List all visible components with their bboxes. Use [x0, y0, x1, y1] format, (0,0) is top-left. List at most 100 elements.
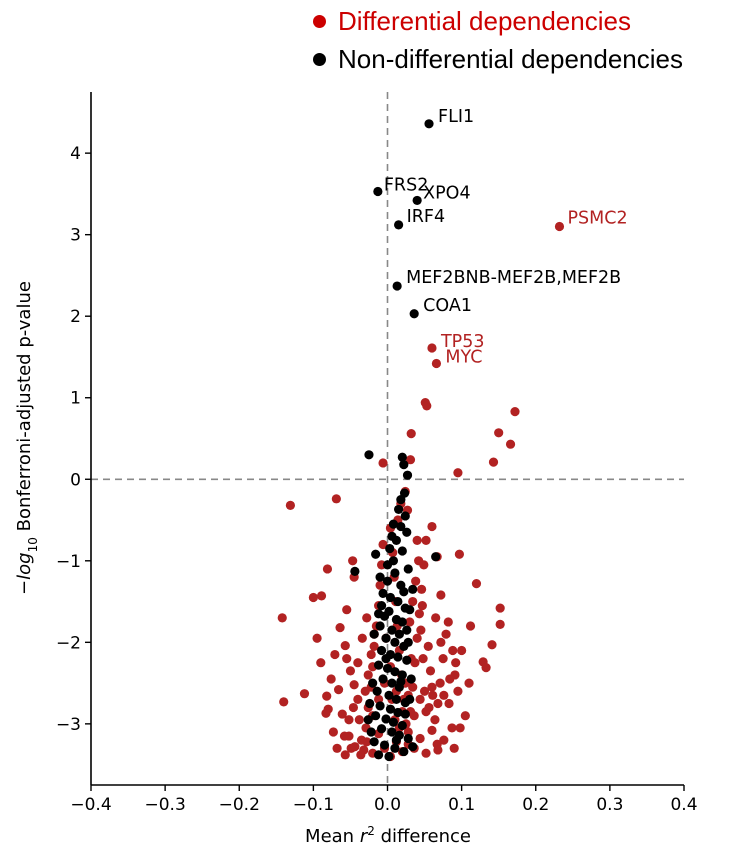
non-differential-point — [390, 637, 400, 647]
non-differential-point — [385, 704, 396, 714]
x-axis-label: Mean r2 difference — [305, 824, 471, 847]
differential-point — [348, 702, 359, 713]
differential-point — [428, 690, 438, 700]
legend-marker-non-differential — [313, 52, 326, 66]
labeled-point-fli1 — [424, 119, 434, 129]
legend-label-differential: Differential dependencies — [338, 5, 631, 36]
differential-point — [331, 494, 341, 504]
differential-point — [435, 678, 445, 688]
y-axis-ticks: −3 −2 −1 0 1 2 3 4 — [56, 144, 91, 735]
differential-point — [342, 654, 352, 664]
differential-point — [345, 666, 356, 676]
differential-point — [444, 698, 454, 709]
x-tick-label: 0.2 — [522, 795, 549, 815]
non-differential-point — [402, 527, 412, 537]
non-differential-point — [402, 655, 412, 665]
differential-point — [457, 645, 467, 656]
non-differential-point — [385, 592, 396, 603]
non-differential-point — [405, 605, 415, 615]
differential-point — [416, 625, 426, 635]
differential-point — [453, 686, 463, 696]
non-differential-point — [393, 596, 403, 607]
non-differential-point — [384, 751, 394, 762]
differential-point — [433, 745, 443, 755]
non-differential-point — [381, 714, 391, 724]
differential-point — [421, 535, 431, 546]
differential-point — [436, 590, 446, 600]
differential-point — [362, 737, 372, 747]
non-differential-point — [385, 543, 395, 554]
non-differential-point — [376, 645, 387, 656]
differential-point — [339, 731, 350, 741]
x-tick-label: 0.0 — [374, 795, 401, 815]
y-axis-label: −log10 Bonferroni-adjusted p-value — [14, 281, 40, 595]
differential-point — [405, 455, 416, 465]
differential-point — [332, 743, 342, 753]
differential-point — [464, 678, 474, 688]
differential-point — [421, 748, 431, 758]
y-tick-label: 3 — [70, 226, 81, 246]
differential-point — [353, 658, 363, 668]
differential-point — [460, 711, 470, 721]
non-differential-point — [408, 742, 418, 752]
differential-point — [285, 500, 295, 510]
non-differential-point — [387, 625, 397, 635]
non-differential-point — [376, 724, 387, 734]
non-differential-point — [403, 564, 413, 574]
non-differential-point — [376, 601, 387, 611]
differential-point — [455, 723, 465, 733]
differential-point — [454, 549, 465, 559]
non-differential-point — [408, 584, 418, 594]
differential-point — [360, 686, 370, 696]
y-tick-label: 0 — [70, 470, 81, 490]
labeled-point-xpo4 — [412, 195, 422, 206]
differential-point — [443, 617, 453, 627]
differential-point — [415, 694, 425, 704]
differential-point — [362, 613, 372, 623]
legend-item-non-differential[interactable]: Non-differential dependencies — [313, 40, 749, 78]
non-differential-point — [378, 674, 388, 684]
x-tick-label: 0.3 — [596, 795, 623, 815]
differential-point — [417, 601, 427, 611]
non-differential-point — [400, 511, 410, 521]
legend: Differential dependencies Non-differenti… — [313, 2, 749, 78]
x-tick-label: −0.3 — [144, 795, 185, 815]
differential-point — [488, 457, 499, 467]
differential-point — [438, 654, 448, 664]
differential-point — [451, 658, 461, 668]
non-differential-point — [372, 686, 382, 696]
y-tick-label: 2 — [70, 307, 81, 327]
differential-point — [471, 579, 482, 589]
non-differential-point — [397, 546, 407, 556]
point-annotation-xpo4: XPO4 — [423, 183, 470, 203]
differential-point — [321, 708, 331, 718]
differential-point — [335, 623, 345, 633]
non-differential-point — [366, 727, 376, 737]
differential-point — [415, 733, 425, 744]
differential-point — [449, 743, 459, 753]
non-differential-point — [405, 694, 415, 704]
non-differential-point — [363, 715, 373, 725]
differential-point — [299, 689, 310, 699]
non-differential-point — [379, 740, 390, 750]
labeled-point-myc — [431, 358, 442, 369]
x-tick-label: 0.4 — [670, 795, 697, 815]
non-differential-point — [390, 568, 400, 578]
differential-point — [375, 580, 385, 590]
labeled-point-psmc2 — [554, 221, 565, 232]
differential-point — [453, 468, 463, 478]
non-differential-point — [394, 629, 404, 639]
non-differential-point — [399, 587, 409, 597]
differential-point — [487, 640, 497, 650]
non-differential-point — [396, 676, 406, 687]
differential-point — [277, 613, 287, 623]
differential-point — [495, 619, 505, 629]
point-annotation-fli1: FLI1 — [438, 107, 474, 127]
non-differential-point — [431, 552, 441, 562]
differential-point — [427, 682, 437, 692]
differential-point — [403, 727, 413, 737]
x-tick-label: −0.4 — [70, 795, 111, 815]
differential-point — [363, 670, 373, 680]
legend-item-differential[interactable]: Differential dependencies — [313, 2, 749, 40]
